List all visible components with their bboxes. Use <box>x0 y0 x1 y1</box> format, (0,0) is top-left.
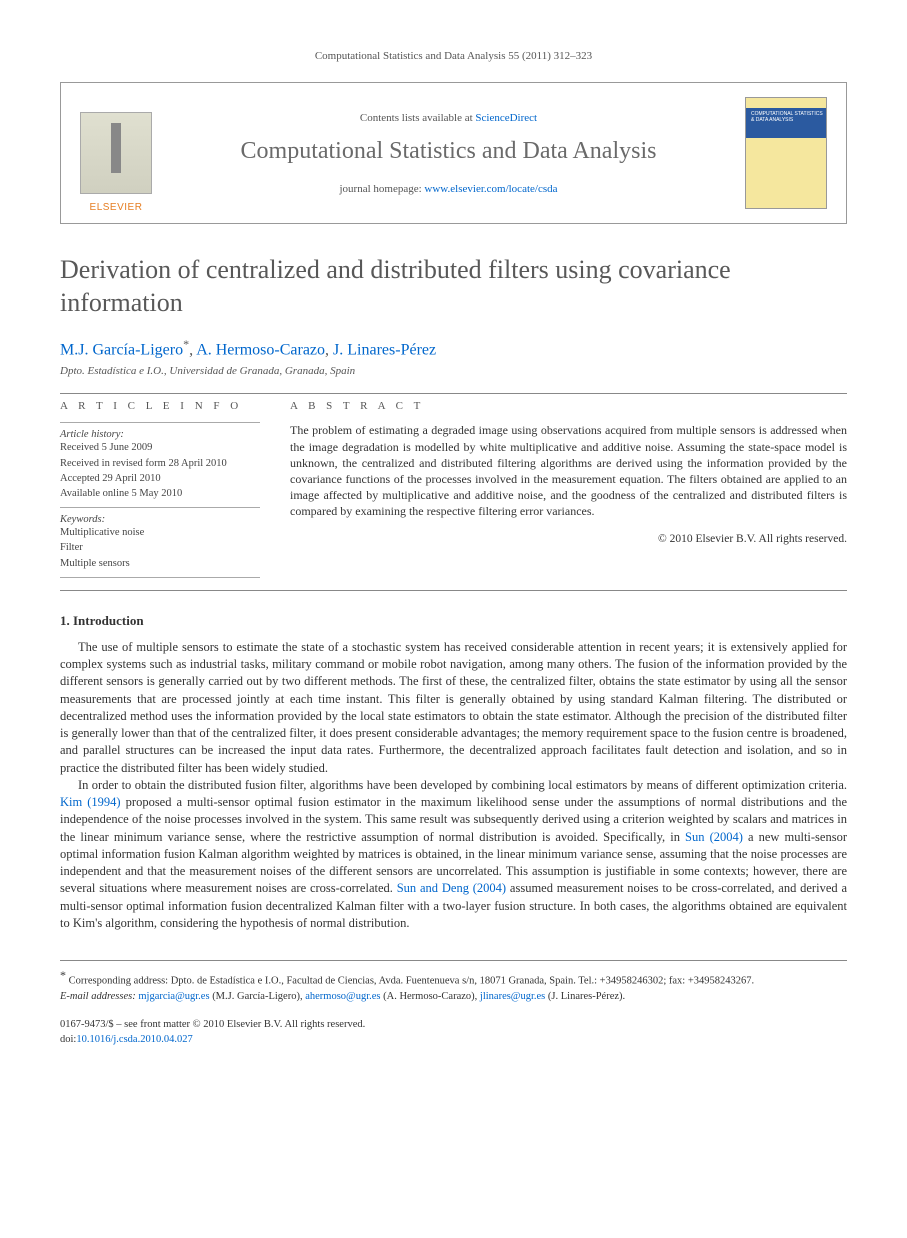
email-3-link[interactable]: jlinares@ugr.es <box>480 991 545 1002</box>
keyword-3: Multiple sensors <box>60 556 260 571</box>
history-revised: Received in revised form 28 April 2010 <box>60 456 260 471</box>
history-received: Received 5 June 2009 <box>60 440 260 455</box>
history-accepted: Accepted 29 April 2010 <box>60 471 260 486</box>
front-matter-line: 0167-9473/$ – see front matter © 2010 El… <box>60 1018 847 1033</box>
homepage-prefix: journal homepage: <box>340 183 425 195</box>
keyword-1: Multiplicative noise <box>60 525 260 540</box>
corresponding-address: Corresponding address: Dpto. de Estadíst… <box>69 976 755 987</box>
author-list: M.J. García-Ligero*, A. Hermoso-Carazo, … <box>60 337 847 359</box>
homepage-line: journal homepage: www.elsevier.com/locat… <box>340 183 558 195</box>
cover-title: COMPUTATIONAL STATISTICS & DATA ANALYSIS <box>751 111 826 123</box>
author-3-link[interactable]: J. Linares-Pérez <box>333 341 436 358</box>
sciencedirect-link[interactable]: ScienceDirect <box>475 112 537 124</box>
email-2-link[interactable]: ahermoso@ugr.es <box>305 991 380 1002</box>
keyword-2: Filter <box>60 540 260 555</box>
top-rule <box>60 393 847 394</box>
article-title: Derivation of centralized and distribute… <box>60 254 847 319</box>
banner-right: COMPUTATIONAL STATISTICS & DATA ANALYSIS <box>726 83 846 223</box>
email-footnote: E-mail addresses: mjgarcia@ugr.es (M.J. … <box>60 989 847 1004</box>
elsevier-tree-icon <box>80 112 152 194</box>
footnotes: * Corresponding address: Dpto. de Estadí… <box>60 960 847 1004</box>
author-1-link[interactable]: M.J. García-Ligero <box>60 341 183 358</box>
banner-center: Contents lists available at ScienceDirec… <box>171 83 726 223</box>
contents-line: Contents lists available at ScienceDirec… <box>360 112 537 124</box>
footnote-star-icon: * <box>60 968 66 982</box>
email-label: E-mail addresses: <box>60 991 136 1002</box>
journal-name: Computational Statistics and Data Analys… <box>241 138 657 165</box>
corresponding-footnote: * Corresponding address: Dpto. de Estadí… <box>60 967 847 989</box>
mid-rule <box>60 590 847 591</box>
abstract-copyright: © 2010 Elsevier B.V. All rights reserved… <box>290 533 847 545</box>
history-online: Available online 5 May 2010 <box>60 486 260 501</box>
abstract-text: The problem of estimating a degraded ima… <box>290 422 847 519</box>
keywords-label: Keywords: <box>60 514 260 525</box>
email-3-who: (J. Linares-Pérez). <box>545 991 625 1002</box>
cite-sun-deng-2004[interactable]: Sun and Deng (2004) <box>397 881 506 895</box>
p2-text-a: In order to obtain the distributed fusio… <box>78 778 847 792</box>
doi-label: doi: <box>60 1034 76 1045</box>
info-abstract-row: A R T I C L E I N F O Article history: R… <box>60 400 847 584</box>
history-label: Article history: <box>60 429 260 440</box>
cite-kim-1994[interactable]: Kim (1994) <box>60 795 121 809</box>
body-text: The use of multiple sensors to estimate … <box>60 639 847 932</box>
email-1-who: (M.J. García-Ligero), <box>210 991 306 1002</box>
section-1-heading: 1. Introduction <box>60 613 847 629</box>
affiliation: Dpto. Estadística e I.O., Universidad de… <box>60 365 847 377</box>
author-2-link[interactable]: A. Hermoso-Carazo <box>196 341 325 358</box>
article-info-column: A R T I C L E I N F O Article history: R… <box>60 400 260 584</box>
publisher-label: ELSEVIER <box>90 202 143 213</box>
running-head: Computational Statistics and Data Analys… <box>60 50 847 62</box>
email-2-who: (A. Hermoso-Carazo), <box>380 991 479 1002</box>
page-footer: 0167-9473/$ – see front matter © 2010 El… <box>60 1018 847 1047</box>
page-container: Computational Statistics and Data Analys… <box>0 0 907 1087</box>
journal-banner: ELSEVIER Contents lists available at Sci… <box>60 82 847 224</box>
publisher-block: ELSEVIER <box>61 83 171 223</box>
homepage-link[interactable]: www.elsevier.com/locate/csda <box>424 183 557 195</box>
author-sep-2: , <box>325 341 333 358</box>
contents-prefix: Contents lists available at <box>360 112 475 124</box>
journal-cover-icon: COMPUTATIONAL STATISTICS & DATA ANALYSIS <box>745 97 827 209</box>
cite-sun-2004[interactable]: Sun (2004) <box>685 830 743 844</box>
article-info-heading: A R T I C L E I N F O <box>60 400 260 412</box>
email-1-link[interactable]: mjgarcia@ugr.es <box>138 991 209 1002</box>
paragraph-1: The use of multiple sensors to estimate … <box>60 639 847 777</box>
abstract-column: A B S T R A C T The problem of estimatin… <box>290 400 847 584</box>
paragraph-2: In order to obtain the distributed fusio… <box>60 777 847 932</box>
doi-line: doi:10.1016/j.csda.2010.04.027 <box>60 1033 847 1048</box>
abstract-heading: A B S T R A C T <box>290 400 847 412</box>
doi-link[interactable]: 10.1016/j.csda.2010.04.027 <box>76 1034 192 1045</box>
